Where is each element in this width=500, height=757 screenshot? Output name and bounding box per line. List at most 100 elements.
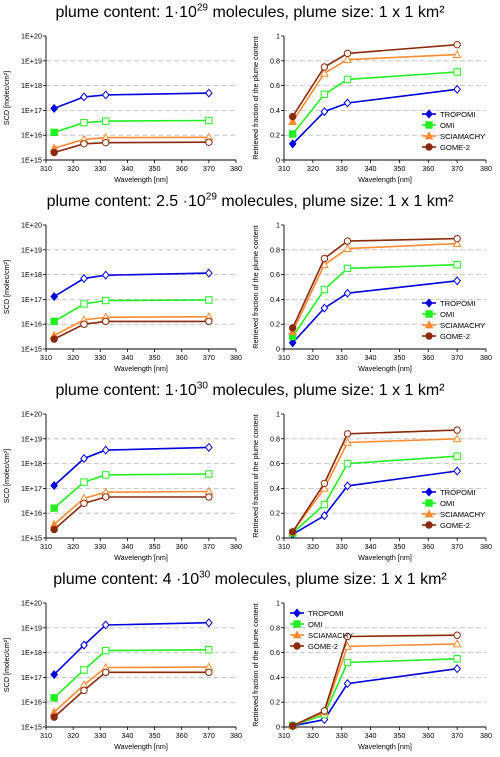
data-point-gome-2 — [80, 320, 88, 328]
data-point-tropomi — [288, 139, 297, 149]
x-tick-label: 380 — [480, 164, 492, 173]
y-tick-label: 1E+18 — [21, 270, 42, 279]
data-point-omi — [205, 296, 213, 304]
x-axis-label: Wavelength [nm] — [114, 742, 168, 751]
data-point-gome-2 — [320, 707, 329, 715]
data-point-omi — [453, 260, 461, 269]
x-tick-label: 360 — [422, 164, 434, 173]
data-point-omi — [102, 646, 110, 655]
x-axis-label: Wavelength [nm] — [358, 742, 412, 751]
data-point-tropomi — [343, 288, 352, 298]
x-tick-label: 370 — [203, 542, 215, 551]
data-point-gome-2 — [343, 632, 352, 641]
data-point-gome-2 — [80, 686, 88, 695]
x-tick-label: 340 — [365, 731, 377, 740]
fraction-chart: 0 0.2 0.4 0.6 0.8 1 310 320 330 340 350 360 370 380 Wa… — [251, 410, 492, 563]
x-axis-label: Wavelength [nm] — [358, 175, 412, 184]
panel-title-text: molecules, plume size: 1 x 1 km² — [216, 193, 454, 210]
y-tick-label: 0.4 — [270, 484, 280, 493]
x-tick-label: 320 — [307, 542, 319, 551]
data-point-gome-2 — [205, 138, 213, 146]
series-line-omi — [292, 263, 458, 338]
data-point-gome-2 — [50, 713, 58, 721]
data-point-gome-2 — [320, 254, 329, 263]
data-point-omi — [80, 300, 88, 308]
x-tick-label: 370 — [451, 731, 463, 740]
data-point-omi — [50, 504, 58, 512]
x-axis-label: Wavelength [nm] — [358, 364, 412, 373]
y-tick-label: 1E+17 — [21, 484, 42, 493]
fraction-chart: 0 0.2 0.4 0.6 0.8 1 310 320 330 340 350 360 370 380 Wa… — [251, 32, 492, 185]
data-point-gome-2 — [50, 335, 58, 343]
panel-title: plume content: 4 ·1030 molecules, plume … — [0, 570, 500, 589]
x-tick-label: 310 — [278, 731, 290, 740]
legend-label: TROPOMI — [440, 110, 475, 119]
y-tick-label: 0 — [276, 345, 280, 354]
series-line-sciamachy — [53, 490, 209, 526]
data-point-sciamachy — [452, 434, 462, 443]
x-tick-label: 330 — [94, 353, 106, 362]
data-point-gome-2 — [453, 234, 461, 243]
data-point-tropomi — [80, 640, 88, 650]
y-tick-label: 1E+15 — [21, 345, 42, 354]
legend-marker — [425, 121, 433, 129]
x-tick-label: 350 — [393, 353, 405, 362]
x-tick-label: 340 — [121, 542, 133, 551]
legend-label: SCIAMACHY — [440, 321, 485, 330]
x-tick-label: 330 — [336, 164, 348, 173]
y-tick-label: 0.8 — [270, 623, 280, 632]
legend-marker — [425, 487, 433, 497]
y-tick-label: 1E+16 — [21, 698, 42, 707]
plot-area — [284, 603, 486, 727]
plot-area — [46, 225, 236, 349]
legend-label: GOME-2 — [308, 642, 338, 651]
data-point-sciamachy — [452, 238, 462, 247]
series-line-gome-2 — [53, 496, 209, 531]
panel-title-text: plume content: 1·10 — [55, 382, 197, 399]
data-point-omi — [50, 128, 58, 137]
data-point-sciamachy — [343, 243, 352, 252]
x-tick-label: 340 — [365, 353, 377, 362]
y-tick-label: 0 — [276, 156, 280, 165]
x-axis-label: Wavelength [nm] — [358, 553, 412, 562]
x-tick-label: 350 — [149, 353, 161, 362]
y-tick-label: 0.6 — [270, 648, 280, 657]
x-tick-label: 320 — [67, 353, 79, 362]
data-point-tropomi — [205, 442, 213, 452]
y-tick-label: 0.2 — [270, 320, 280, 329]
x-tick-label: 320 — [307, 164, 319, 173]
legend-marker — [425, 298, 433, 308]
data-point-gome-2 — [320, 63, 329, 71]
data-point-gome-2 — [288, 528, 297, 536]
data-point-gome-2 — [80, 140, 88, 148]
x-tick-label: 370 — [451, 164, 463, 173]
y-tick-label: 1 — [276, 32, 280, 41]
scd-chart: 1E+15 1E+16 1E+17 1E+18 1E+19 1E+20 310 320 330 3… — [2, 599, 242, 752]
legend-marker — [424, 320, 434, 329]
series-line-sciamachy — [291, 242, 458, 332]
series-line-tropomi — [292, 280, 458, 344]
y-tick-label: 0.2 — [270, 131, 280, 140]
legend: TROPOMI OMI SCIAMACHY GOME-2 — [422, 298, 485, 341]
data-point-tropomi — [80, 92, 88, 102]
x-tick-label: 340 — [365, 164, 377, 173]
x-tick-label: 310 — [278, 164, 290, 173]
x-axis-label: Wavelength [nm] — [114, 175, 168, 184]
series-line-tropomi — [292, 88, 458, 145]
data-point-tropomi — [453, 664, 461, 674]
x-tick-label: 350 — [149, 164, 161, 173]
data-point-tropomi — [343, 679, 352, 689]
y-tick-label: 1E+20 — [21, 599, 42, 608]
legend-marker — [425, 109, 433, 119]
legend-marker — [292, 630, 302, 639]
x-tick-label: 330 — [336, 542, 348, 551]
legend: TROPOMI OMI SCIAMACHY GOME-2 — [290, 608, 353, 651]
data-point-tropomi — [80, 273, 88, 284]
legend-label: OMI — [440, 499, 454, 508]
x-tick-label: 360 — [422, 542, 434, 551]
data-point-omi — [50, 317, 58, 326]
series-line-gome-2 — [292, 43, 458, 118]
data-point-omi — [320, 500, 329, 509]
data-point-tropomi — [50, 103, 58, 114]
x-tick-label: 320 — [307, 731, 319, 740]
